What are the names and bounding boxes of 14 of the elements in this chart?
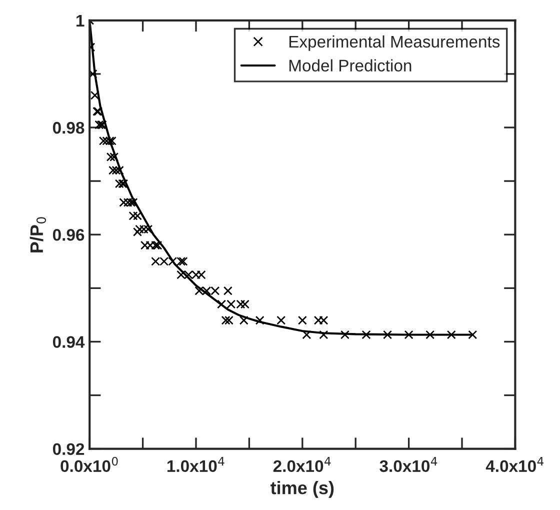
y-tick-label: 0.98 — [52, 122, 84, 134]
x-tick-label: 2.0x10$^{4}$ — [273, 456, 331, 472]
y-tick-label: 1 — [76, 14, 84, 26]
y-tick-label: 0.96 — [52, 229, 84, 241]
y-tick-label: 0.92 — [52, 443, 84, 456]
legend-label: Model Prediction — [289, 59, 412, 72]
x-tick-label: 3.0x10$^{4}$ — [380, 456, 438, 472]
x-tick-label: 1.0x10$^{4}$ — [167, 456, 224, 472]
x-axis-title: time (s) — [270, 481, 334, 498]
x-tick-label: 0.0x10$^{0}$ — [60, 456, 118, 472]
y-tick-label: 0.94 — [52, 336, 85, 348]
y-axis-title: P/P$_{0}$ — [30, 217, 46, 252]
x-tick-label: 4.0x10$^{4}$ — [486, 456, 544, 472]
legend-label: Experimental Measurements — [289, 35, 500, 51]
